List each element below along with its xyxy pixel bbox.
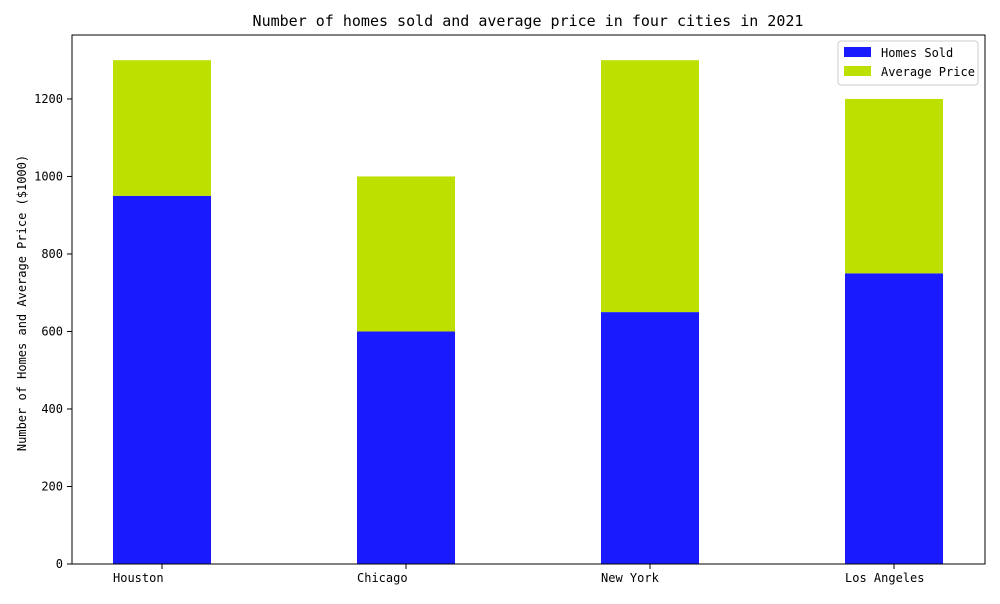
y-axis-label: Number of Homes and Average Price ($1000…: [15, 155, 29, 451]
y-tick-label: 1000: [34, 169, 63, 183]
bars-group: [113, 60, 943, 565]
y-tick-label: 0: [56, 557, 63, 571]
legend-swatch-homes-sold: [844, 47, 871, 57]
y-tick-label: 800: [41, 247, 63, 261]
legend: Homes Sold Average Price: [837, 40, 979, 86]
y-tick-label: 600: [41, 324, 63, 338]
bar-average-price-los-angeles: [845, 98, 943, 274]
plot-frame: [71, 34, 986, 565]
bar-average-price-chicago: [357, 176, 455, 332]
x-tick-label: Houston: [113, 571, 164, 585]
ticks-group: 0 200 400 600 800 1000 1200 Houston Chicago New Y…: [34, 92, 924, 585]
y-tick-label: 1200: [34, 92, 63, 106]
y-tick-label: 400: [41, 402, 63, 416]
bar-homes-sold-los-angeles: [845, 273, 943, 564]
x-tick-label: New York: [601, 571, 660, 585]
bar-homes-sold-new-york: [601, 312, 699, 564]
x-tick-label: Chicago: [357, 571, 408, 585]
bar-homes-sold-chicago: [357, 331, 455, 564]
legend-box: [837, 40, 979, 86]
y-tick-label: 200: [41, 479, 63, 493]
bar-average-price-new-york: [601, 60, 699, 313]
bar-homes-sold-houston: [113, 195, 211, 565]
x-tick-label: Los Angeles: [845, 571, 924, 585]
legend-swatch-average-price: [844, 66, 871, 76]
bar-average-price-houston: [113, 60, 211, 196]
legend-label-average-price: Average Price: [881, 65, 975, 79]
legend-label-homes-sold: Homes Sold: [881, 46, 953, 60]
chart-title: Number of homes sold and average price i…: [253, 12, 804, 30]
